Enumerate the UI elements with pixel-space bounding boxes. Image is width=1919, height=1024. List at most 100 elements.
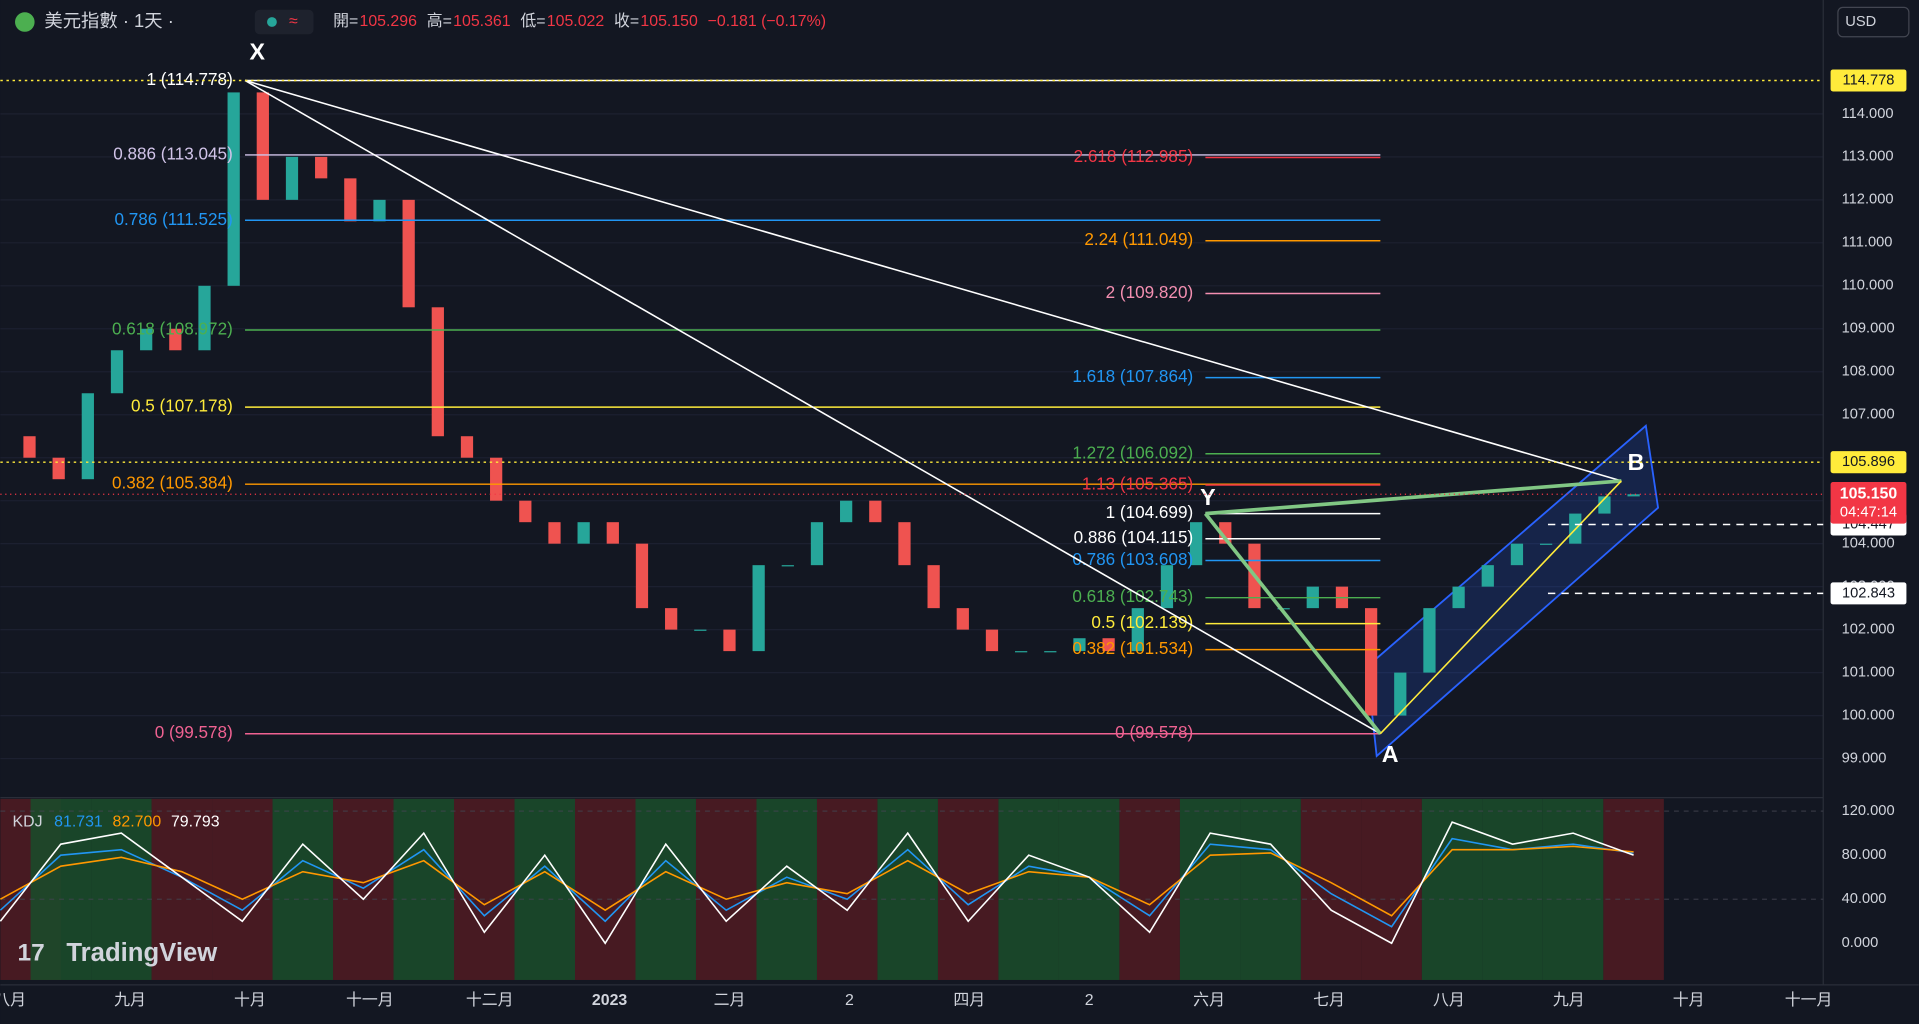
- time-label: 九月: [114, 991, 146, 1009]
- market-status: [267, 17, 277, 27]
- time-label: 八月: [0, 992, 26, 1009]
- time-label: 2: [1085, 992, 1094, 1009]
- candle: [1452, 586, 1465, 609]
- candle: [402, 199, 415, 308]
- time-label: 2: [845, 992, 854, 1009]
- time-label: 六月: [1193, 991, 1225, 1009]
- fib-ext-label: 1.272 (106.092): [1072, 443, 1193, 462]
- time-label: 四月: [953, 992, 985, 1009]
- candle: [985, 629, 999, 652]
- fib-label: 0.382 (105.384): [112, 474, 233, 493]
- ohlc-value: 105.296: [360, 13, 418, 30]
- candle: [810, 522, 824, 566]
- fib-ext-label: 1.13 (105.365): [1082, 475, 1193, 494]
- kdj-band: [393, 798, 455, 980]
- pattern-point: Y: [1200, 484, 1216, 510]
- candle: [1423, 608, 1436, 673]
- candle: [723, 629, 736, 652]
- fib-label: 0.618 (108.972): [112, 319, 233, 338]
- price-badge: [1830, 451, 1907, 474]
- kdj-band: [877, 798, 938, 980]
- time-label: 九月: [1553, 991, 1585, 1009]
- candle: [665, 608, 678, 630]
- price-tick-label: 107.000: [1842, 407, 1895, 423]
- fib-ext-label: 0.618 (102.743): [1072, 587, 1193, 606]
- candle: [227, 92, 240, 286]
- pattern-leg: [1203, 512, 1382, 735]
- candle: [606, 522, 619, 544]
- symbol-icon: [15, 12, 35, 32]
- candle: [519, 500, 532, 523]
- time-label: 十月: [1673, 991, 1705, 1009]
- kdj-tick-label: 120.000: [1842, 803, 1895, 819]
- price-tick-label: 99.000: [1842, 750, 1887, 766]
- kdj-band: [333, 798, 394, 980]
- kdj-band: [756, 798, 817, 980]
- candle: [81, 393, 94, 480]
- kdj-band: [1179, 798, 1241, 980]
- currency-box[interactable]: [1837, 6, 1910, 38]
- fib-ext-label: 0 (99.578): [1115, 723, 1193, 742]
- candle: [1073, 638, 1086, 652]
- fib-ext-label: 1 (104.699): [1106, 503, 1194, 522]
- candle: [869, 500, 882, 523]
- data-status: ≈: [289, 13, 298, 30]
- currency[interactable]: USD: [1845, 14, 1876, 30]
- candle: [1598, 496, 1611, 514]
- candle: [1277, 608, 1290, 610]
- fib-label: 0.886 (113.045): [113, 144, 233, 163]
- fib-ext-label: 2 (109.820): [1106, 283, 1194, 302]
- ohlc-label: 收=: [614, 12, 639, 30]
- fib-label: 0.5 (107.178): [131, 397, 233, 416]
- kdj-band: [1603, 798, 1664, 980]
- candle: [23, 436, 36, 458]
- candle: [840, 500, 853, 523]
- price-tick-label: 113.000: [1842, 149, 1894, 165]
- fib-ext-label: 0.382 (101.534): [1072, 639, 1193, 658]
- countdown: 04:47:14: [1840, 504, 1897, 520]
- candle: [1044, 651, 1057, 653]
- kdj-band: [272, 798, 334, 980]
- kdj-band: [937, 798, 999, 980]
- logo[interactable]: TradingView: [66, 939, 218, 967]
- price-tick-label: 114.000: [1842, 106, 1894, 122]
- price-tick-label: 100.000: [1842, 707, 1895, 723]
- candle: [694, 629, 707, 631]
- candle: [169, 328, 182, 351]
- candle: [256, 92, 269, 200]
- candle: [1190, 522, 1203, 566]
- last-price-badge: [1830, 482, 1907, 524]
- ohlc-label: 低=: [520, 12, 545, 30]
- candle: [1481, 565, 1494, 587]
- time-label: 十二月: [466, 991, 514, 1009]
- price-badge-label: 102.843: [1842, 585, 1895, 601]
- fib-ext-label: 1.618 (107.864): [1072, 367, 1193, 386]
- candle: [1539, 543, 1553, 545]
- symbol[interactable]: 美元指數 · 1天 ·: [44, 10, 173, 31]
- kdj-band: [1058, 798, 1120, 980]
- price-tick-label: 101.000: [1842, 664, 1895, 680]
- candle: [548, 522, 561, 544]
- kdj-tick-label: 40.000: [1842, 891, 1887, 907]
- candle: [1102, 638, 1115, 652]
- time-label: 二月: [714, 992, 746, 1009]
- candle: [1627, 494, 1640, 497]
- kdj-reading: 82.700: [113, 813, 162, 830]
- status-pill[interactable]: [254, 9, 314, 35]
- candle: [285, 156, 299, 200]
- candle: [344, 178, 357, 222]
- kdj-band: [514, 798, 576, 980]
- candle: [781, 565, 794, 567]
- ohlc-value: 105.150: [640, 13, 698, 30]
- ohlc-value: 105.022: [547, 13, 605, 30]
- time-label: 十一月: [1785, 991, 1833, 1009]
- candle: [635, 543, 649, 609]
- candle: [1364, 608, 1378, 716]
- pattern-leg: [1379, 480, 1622, 735]
- price-badge: [1830, 582, 1907, 605]
- price-tick-label: 102.000: [1842, 621, 1895, 637]
- time-label: 十一月: [346, 991, 394, 1009]
- kdj-reading: 81.731: [54, 813, 103, 830]
- candle: [1394, 672, 1407, 716]
